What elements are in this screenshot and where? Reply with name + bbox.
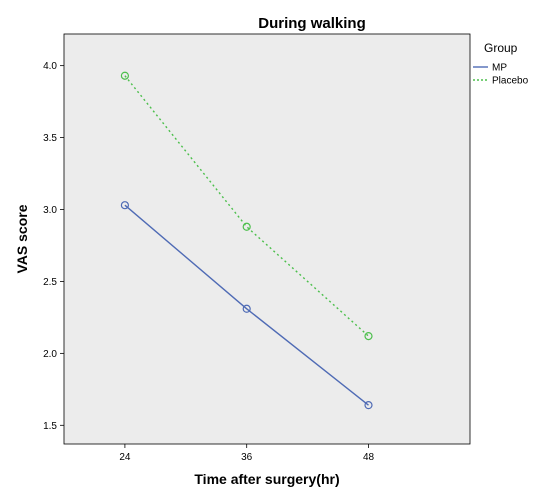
legend-title: Group xyxy=(484,41,518,55)
y-tick-label: 1.5 xyxy=(43,421,57,432)
x-tick-label: 24 xyxy=(119,452,131,463)
chart-title: During walking xyxy=(258,15,366,32)
y-tick-label: 4.0 xyxy=(43,61,57,72)
data-point-mp xyxy=(364,401,373,410)
data-point-mp xyxy=(120,201,130,210)
y-tick-label: 3.5 xyxy=(43,133,57,144)
legend-items: MP Placebo xyxy=(473,63,529,87)
series-layer xyxy=(120,71,373,410)
legend-label-mp: MP xyxy=(492,63,507,74)
y-axis: 1.5 2.0 2.5 3.0 3.5 4.0 xyxy=(43,61,64,432)
data-point-placebo xyxy=(242,222,251,231)
y-tick-label: 2.5 xyxy=(43,277,57,288)
data-point-mp xyxy=(242,304,251,313)
data-point-placebo xyxy=(120,71,130,80)
y-axis-title: VAS score xyxy=(14,204,30,273)
y-tick-label: 3.0 xyxy=(43,205,57,216)
plot-area xyxy=(63,33,471,445)
legend-label-placebo: Placebo xyxy=(492,76,529,87)
data-point-placebo xyxy=(364,332,373,341)
legend: Group MP Placebo xyxy=(473,41,529,87)
x-axis: 24 36 48 xyxy=(119,444,374,463)
series-line-mp xyxy=(124,204,369,406)
x-axis-title: Time after surgery(hr) xyxy=(194,471,339,487)
y-tick-label: 2.0 xyxy=(43,349,57,360)
x-tick-label: 36 xyxy=(241,452,253,463)
x-tick-label: 48 xyxy=(363,452,375,463)
